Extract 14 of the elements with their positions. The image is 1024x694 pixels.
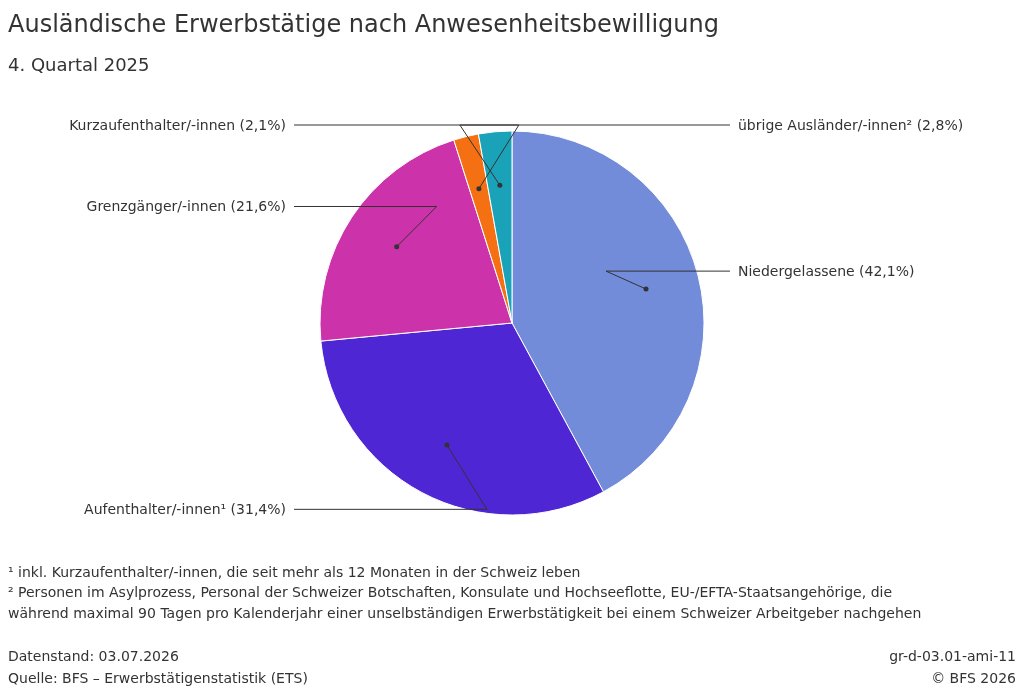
slice-label: übrige Ausländer/-innen² (2,8%) <box>738 116 964 133</box>
slice-label: Grenzgänger/-innen (21,6%) <box>86 198 286 215</box>
chart-title: Ausländische Erwerbstätige nach Anwesenheitsbewilligung <box>8 10 719 38</box>
text: © BFS 2026 <box>931 670 1017 686</box>
chart-subtitle: 4. Quartal 2025 <box>8 54 150 75</box>
text: ² Personen im Asylprozess, Personal der Schweizer Botschaften, Konsulate und Hochseeflotte, EU-/EFTA-Staatsangehörige, die <box>8 584 893 600</box>
text: ¹ inkl. Kurzaufenthalter/-innen, die seit mehr als 12 Monaten in der Schweiz leben <box>8 564 581 580</box>
text: während maximal 90 Tagen pro Kalenderjahr einer unselbständigen Erwerbstätigkeit bei einem Schweizer Arbeitgeber nachgehen <box>8 605 922 621</box>
slice-label: Niedergelassene (42,1%) <box>738 263 915 280</box>
slice-label: Aufenthalter/-innen¹ (31,4%) <box>84 501 286 518</box>
text: Datenstand: 03.07.2026 <box>8 648 179 664</box>
text: gr-d-03.01-ami-11 <box>889 648 1016 664</box>
slice-label: Kurzaufenthalter/-innen (2,1%) <box>69 116 286 133</box>
source-note: Quelle: BFS – Erwerbstätigenstatistik (ETS) <box>8 670 308 686</box>
